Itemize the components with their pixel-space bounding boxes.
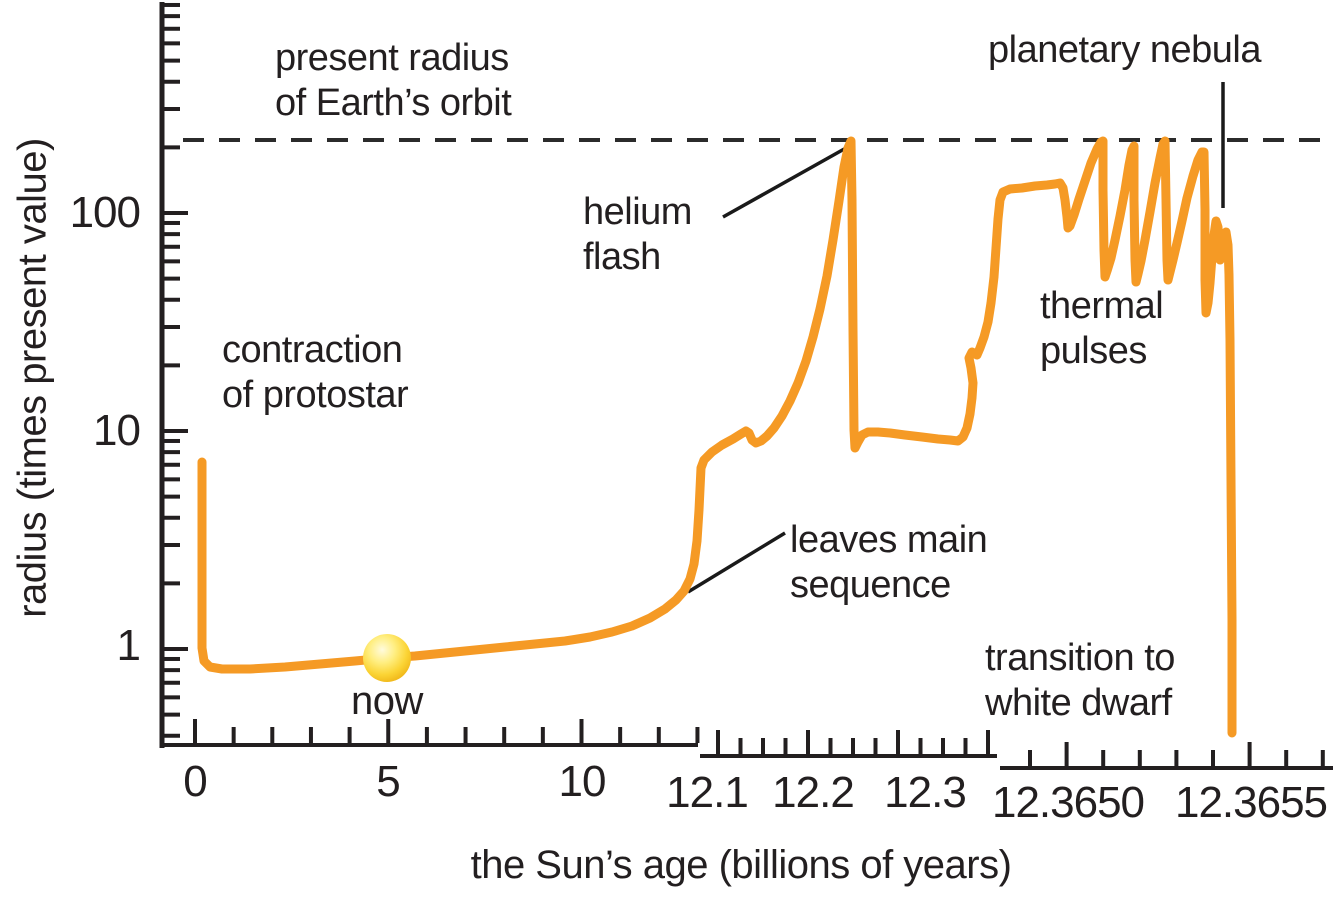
x-tick-label: 12.3655 <box>1174 778 1328 827</box>
x-tick-label: 0 <box>183 757 208 806</box>
annotation-now: now <box>351 679 423 723</box>
annotation-transition-to-white-dwarf: transition to white dwarf <box>985 637 1175 724</box>
helium-flash-pointer <box>722 146 847 219</box>
sun-now-marker <box>363 634 411 682</box>
annotation-helium-flash: helium flash <box>583 191 692 278</box>
x-tick-label: 12.2 <box>772 768 855 817</box>
x-tick-label: 5 <box>376 757 401 806</box>
y-tick-label: 100 <box>69 188 141 237</box>
annotation-leaves-main-sequence: leaves main sequence <box>790 519 988 606</box>
annotation-present-earth-orbit-radius: present radius of Earth’s orbit <box>275 37 512 124</box>
y-tick-label: 1 <box>116 621 141 670</box>
leaves-main-sequence-pointer <box>687 531 786 594</box>
annotation-planetary-nebula: planetary nebula <box>988 29 1262 71</box>
sun-radius-curve <box>197 136 1237 738</box>
y-tick-label: 10 <box>93 406 141 455</box>
x-tick-label: 10 <box>558 757 607 806</box>
x-axis-title: the Sun’s age (billions of years) <box>470 843 1012 887</box>
x-tick-label: 12.3 <box>884 768 967 817</box>
x-tick-label: 12.3650 <box>991 778 1145 827</box>
annotation-contraction-of-protostar: contraction of protostar <box>222 329 409 416</box>
x-tick-label: 12.1 <box>666 768 749 817</box>
annotation-thermal-pulses: thermal pulses <box>1040 285 1164 372</box>
